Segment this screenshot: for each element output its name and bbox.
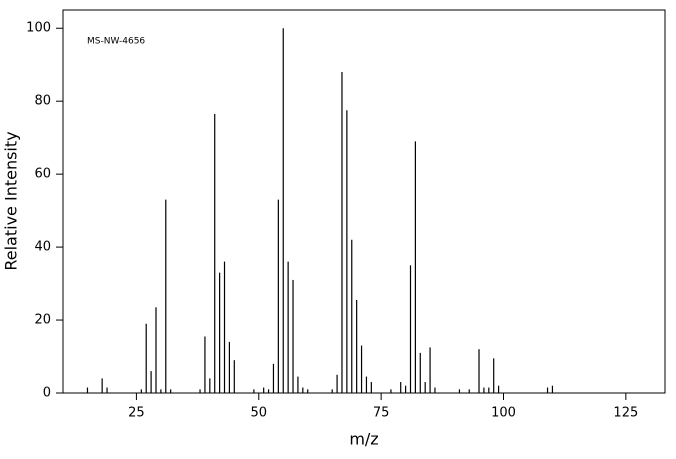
y-axis-label: Relative Intensity xyxy=(2,131,21,270)
y-tick-label: 80 xyxy=(34,94,51,109)
y-tick-label: 40 xyxy=(34,240,51,255)
x-tick-label: 100 xyxy=(491,406,516,421)
annotation: MS-NW-4656 xyxy=(87,37,145,47)
x-tick-label: 25 xyxy=(128,406,145,421)
y-tick-label: 100 xyxy=(26,21,51,36)
y-tick-label: 0 xyxy=(43,386,51,401)
x-tick-label: 125 xyxy=(613,406,638,421)
plot-frame xyxy=(62,9,666,394)
y-tick-label: 20 xyxy=(34,313,51,328)
x-axis-label: m/z xyxy=(349,430,378,449)
y-tick-label: 60 xyxy=(34,167,51,182)
x-tick-label: 50 xyxy=(250,406,267,421)
x-tick-label: 75 xyxy=(373,406,390,421)
